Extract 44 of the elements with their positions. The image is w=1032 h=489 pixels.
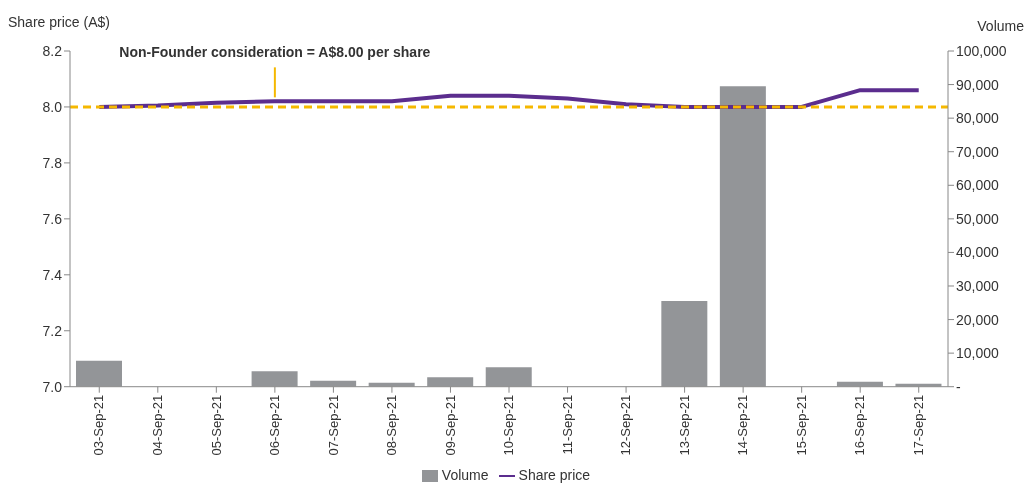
bar	[719, 86, 766, 387]
y-tick-label: 7.4	[42, 266, 63, 283]
y-tick-label: 7.8	[42, 154, 63, 171]
y2-tick-label: 50,000	[956, 210, 1000, 227]
y2-tick-label: 10,000	[956, 345, 1000, 362]
y-axis-title: Share price (A$)	[8, 14, 110, 30]
y2-tick-label: 100,000	[956, 42, 1007, 59]
y-tick-label: 8.0	[42, 98, 63, 115]
bar	[485, 367, 532, 387]
y2-tick-label: 60,000	[956, 177, 1000, 194]
y2-tick-label: 20,000	[956, 311, 1000, 328]
x-tick-label: 06-Sep-21	[267, 394, 283, 456]
y2-tick-label: 90,000	[956, 76, 1000, 93]
x-tick-label: 16-Sep-21	[852, 394, 868, 456]
x-tick-label: 09-Sep-21	[442, 394, 458, 456]
x-tick-label: 10-Sep-21	[501, 394, 517, 456]
y-tick-label: 8.2	[42, 42, 63, 59]
y2-tick-label: 30,000	[956, 277, 1000, 294]
annotation: Non-Founder consideration = A$8.00 per share	[119, 44, 431, 61]
x-tick-label: 11-Sep-21	[559, 394, 575, 455]
x-tick-label: 03-Sep-21	[91, 394, 107, 456]
x-tick-label: 07-Sep-21	[325, 394, 341, 456]
x-tick-label: 04-Sep-21	[150, 394, 166, 456]
y2-tick-label: 40,000	[956, 244, 1000, 261]
y-tick-label: 7.6	[42, 210, 63, 227]
y2-tick-label: -	[956, 378, 961, 395]
y2-axis-title: Volume	[977, 18, 1024, 34]
bar	[427, 377, 474, 387]
y2-tick-label: 80,000	[956, 110, 1000, 127]
bar	[251, 371, 298, 387]
x-tick-label: 05-Sep-21	[208, 394, 224, 456]
y2-tick-label: 70,000	[956, 143, 1000, 160]
x-tick-label: 12-Sep-21	[618, 394, 634, 456]
bar	[661, 301, 708, 387]
bar	[76, 360, 122, 387]
y-tick-label: 7.2	[42, 322, 63, 339]
x-tick-label: 15-Sep-21	[793, 394, 809, 456]
legend-label: Volume	[441, 466, 489, 483]
y-tick-label: 7.0	[42, 378, 63, 395]
x-tick-label: 14-Sep-21	[735, 394, 751, 456]
x-tick-label: 17-Sep-21	[910, 394, 926, 456]
legend-label: Share price	[518, 466, 591, 483]
x-tick-label: 08-Sep-21	[384, 394, 400, 456]
x-tick-label: 13-Sep-21	[676, 394, 692, 456]
